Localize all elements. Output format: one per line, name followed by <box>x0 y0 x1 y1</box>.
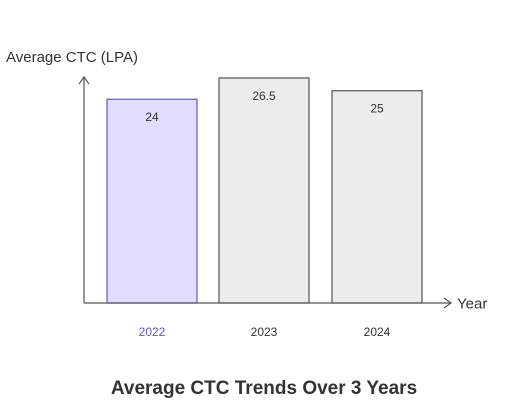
data-label-2022: 24 <box>145 110 159 124</box>
y-axis-label: Average CTC (LPA) <box>6 49 138 66</box>
x-axis-label: Year <box>457 296 487 313</box>
bar-2022 <box>106 98 198 304</box>
x-axis-arrow-icon <box>443 297 453 309</box>
y-axis-arrow-icon <box>78 75 90 85</box>
x-tick-labels: 2022 2023 2024 <box>139 325 391 339</box>
data-label-2023: 26.5 <box>252 89 276 103</box>
data-label-2024: 25 <box>370 102 384 116</box>
chart-title: Average CTC Trends Over 3 Years <box>111 378 417 399</box>
x-tick-label-2022: 2022 <box>139 325 166 339</box>
bar-2023 <box>218 77 310 304</box>
bars-group: 24 26.5 25 <box>106 77 423 304</box>
x-tick-label-2024: 2024 <box>364 325 391 339</box>
x-tick-label-2023: 2023 <box>251 325 278 339</box>
bar-2024 <box>331 90 423 304</box>
